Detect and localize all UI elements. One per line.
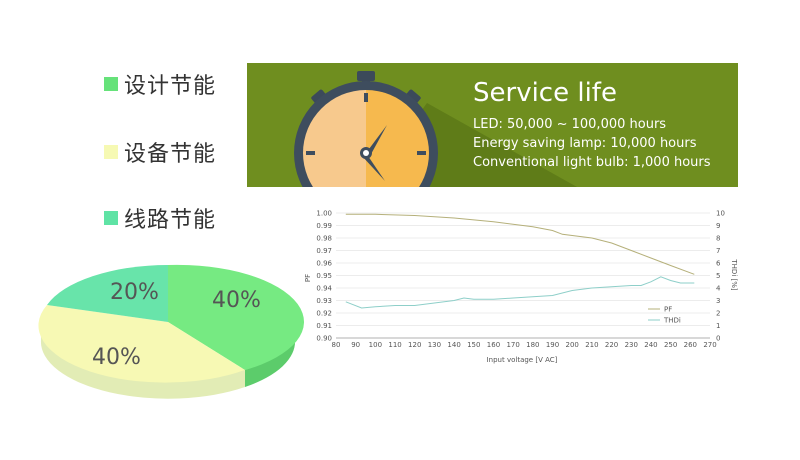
banner-text: Service life LED: 50,000 ~ 100,000 hours… bbox=[473, 77, 711, 172]
y-tick-label: 0.92 bbox=[316, 310, 332, 318]
banner-line-led: LED: 50,000 ~ 100,000 hours bbox=[473, 117, 667, 132]
x-tick-label: 230 bbox=[625, 341, 638, 349]
series-line-thdi bbox=[345, 276, 695, 309]
x-tick-label: 190 bbox=[546, 341, 559, 349]
legend-item-circuit: 线路节能 bbox=[104, 202, 216, 234]
y-tick-label: 0.96 bbox=[316, 260, 332, 268]
y2-tick-label: 2 bbox=[716, 310, 720, 318]
y-tick-label: 0.97 bbox=[316, 247, 332, 255]
y2-tick-label: 4 bbox=[716, 285, 721, 293]
y2-axis-title: THDi [%] bbox=[730, 258, 738, 290]
x-tick-label: 130 bbox=[428, 341, 441, 349]
x-tick-label: 180 bbox=[526, 341, 539, 349]
y-tick-label: 0.91 bbox=[316, 322, 332, 330]
legend-label: 设计节能 bbox=[124, 74, 217, 99]
legend-label: 设备节能 bbox=[124, 142, 217, 167]
x-tick-label: 90 bbox=[351, 341, 360, 349]
y-tick-label: 0.99 bbox=[316, 222, 332, 230]
y2-tick-label: 0 bbox=[716, 335, 720, 343]
legend-label: 线路节能 bbox=[124, 208, 217, 233]
y2-tick-label: 1 bbox=[716, 322, 720, 330]
x-tick-label: 100 bbox=[369, 341, 382, 349]
y2-tick-label: 7 bbox=[716, 247, 720, 255]
x-tick-label: 170 bbox=[506, 341, 519, 349]
legend-item-design: 设计节能 bbox=[104, 68, 216, 100]
banner-line-energy-saving: Energy saving lamp: 10,000 hours bbox=[473, 136, 697, 151]
y-tick-label: 0.98 bbox=[316, 235, 332, 243]
legend-swatch bbox=[104, 77, 118, 91]
x-tick-label: 240 bbox=[644, 341, 657, 349]
x-tick-label: 120 bbox=[408, 341, 421, 349]
banner-line-conventional: Conventional light bulb: 1,000 hours bbox=[473, 155, 711, 170]
x-tick-label: 250 bbox=[664, 341, 677, 349]
y2-tick-label: 8 bbox=[716, 235, 720, 243]
service-life-banner: Service life LED: 50,000 ~ 100,000 hours… bbox=[247, 63, 738, 187]
x-tick-label: 80 bbox=[332, 341, 341, 349]
x-tick-label: 200 bbox=[566, 341, 579, 349]
y-tick-label: 0.93 bbox=[316, 297, 332, 305]
y2-tick-label: 6 bbox=[716, 260, 721, 268]
y2-tick-label: 10 bbox=[716, 210, 725, 218]
y-axis-title: PF bbox=[304, 274, 312, 282]
x-tick-label: 110 bbox=[388, 341, 401, 349]
x-tick-label: 260 bbox=[684, 341, 697, 349]
legend-swatch bbox=[104, 145, 118, 159]
y-tick-label: 0.90 bbox=[316, 335, 332, 343]
x-tick-label: 220 bbox=[605, 341, 618, 349]
x-tick-label: 140 bbox=[447, 341, 460, 349]
y-tick-label: 1.00 bbox=[316, 210, 332, 218]
x-tick-label: 270 bbox=[703, 341, 716, 349]
banner-title: Service life bbox=[473, 78, 617, 108]
x-axis-title: Input voltage [V AC] bbox=[487, 356, 558, 364]
stopwatch-icon bbox=[294, 71, 577, 187]
y2-tick-label: 3 bbox=[716, 297, 720, 305]
legend-pf: PF bbox=[664, 306, 672, 314]
chart-legend: PF THDi bbox=[648, 306, 681, 325]
y-tick-label: 0.95 bbox=[316, 272, 332, 280]
x-tick-label: 160 bbox=[487, 341, 500, 349]
x-tick-label: 210 bbox=[585, 341, 598, 349]
y-tick-label: 0.94 bbox=[316, 285, 332, 293]
legend-item-equipment: 设备节能 bbox=[104, 136, 216, 168]
x-tick-label: 150 bbox=[467, 341, 480, 349]
series-line-pf bbox=[345, 213, 695, 275]
y2-tick-label: 9 bbox=[716, 222, 720, 230]
y2-tick-label: 5 bbox=[716, 272, 720, 280]
legend-swatch bbox=[104, 211, 118, 225]
legend-thdi: THDi bbox=[663, 317, 681, 325]
